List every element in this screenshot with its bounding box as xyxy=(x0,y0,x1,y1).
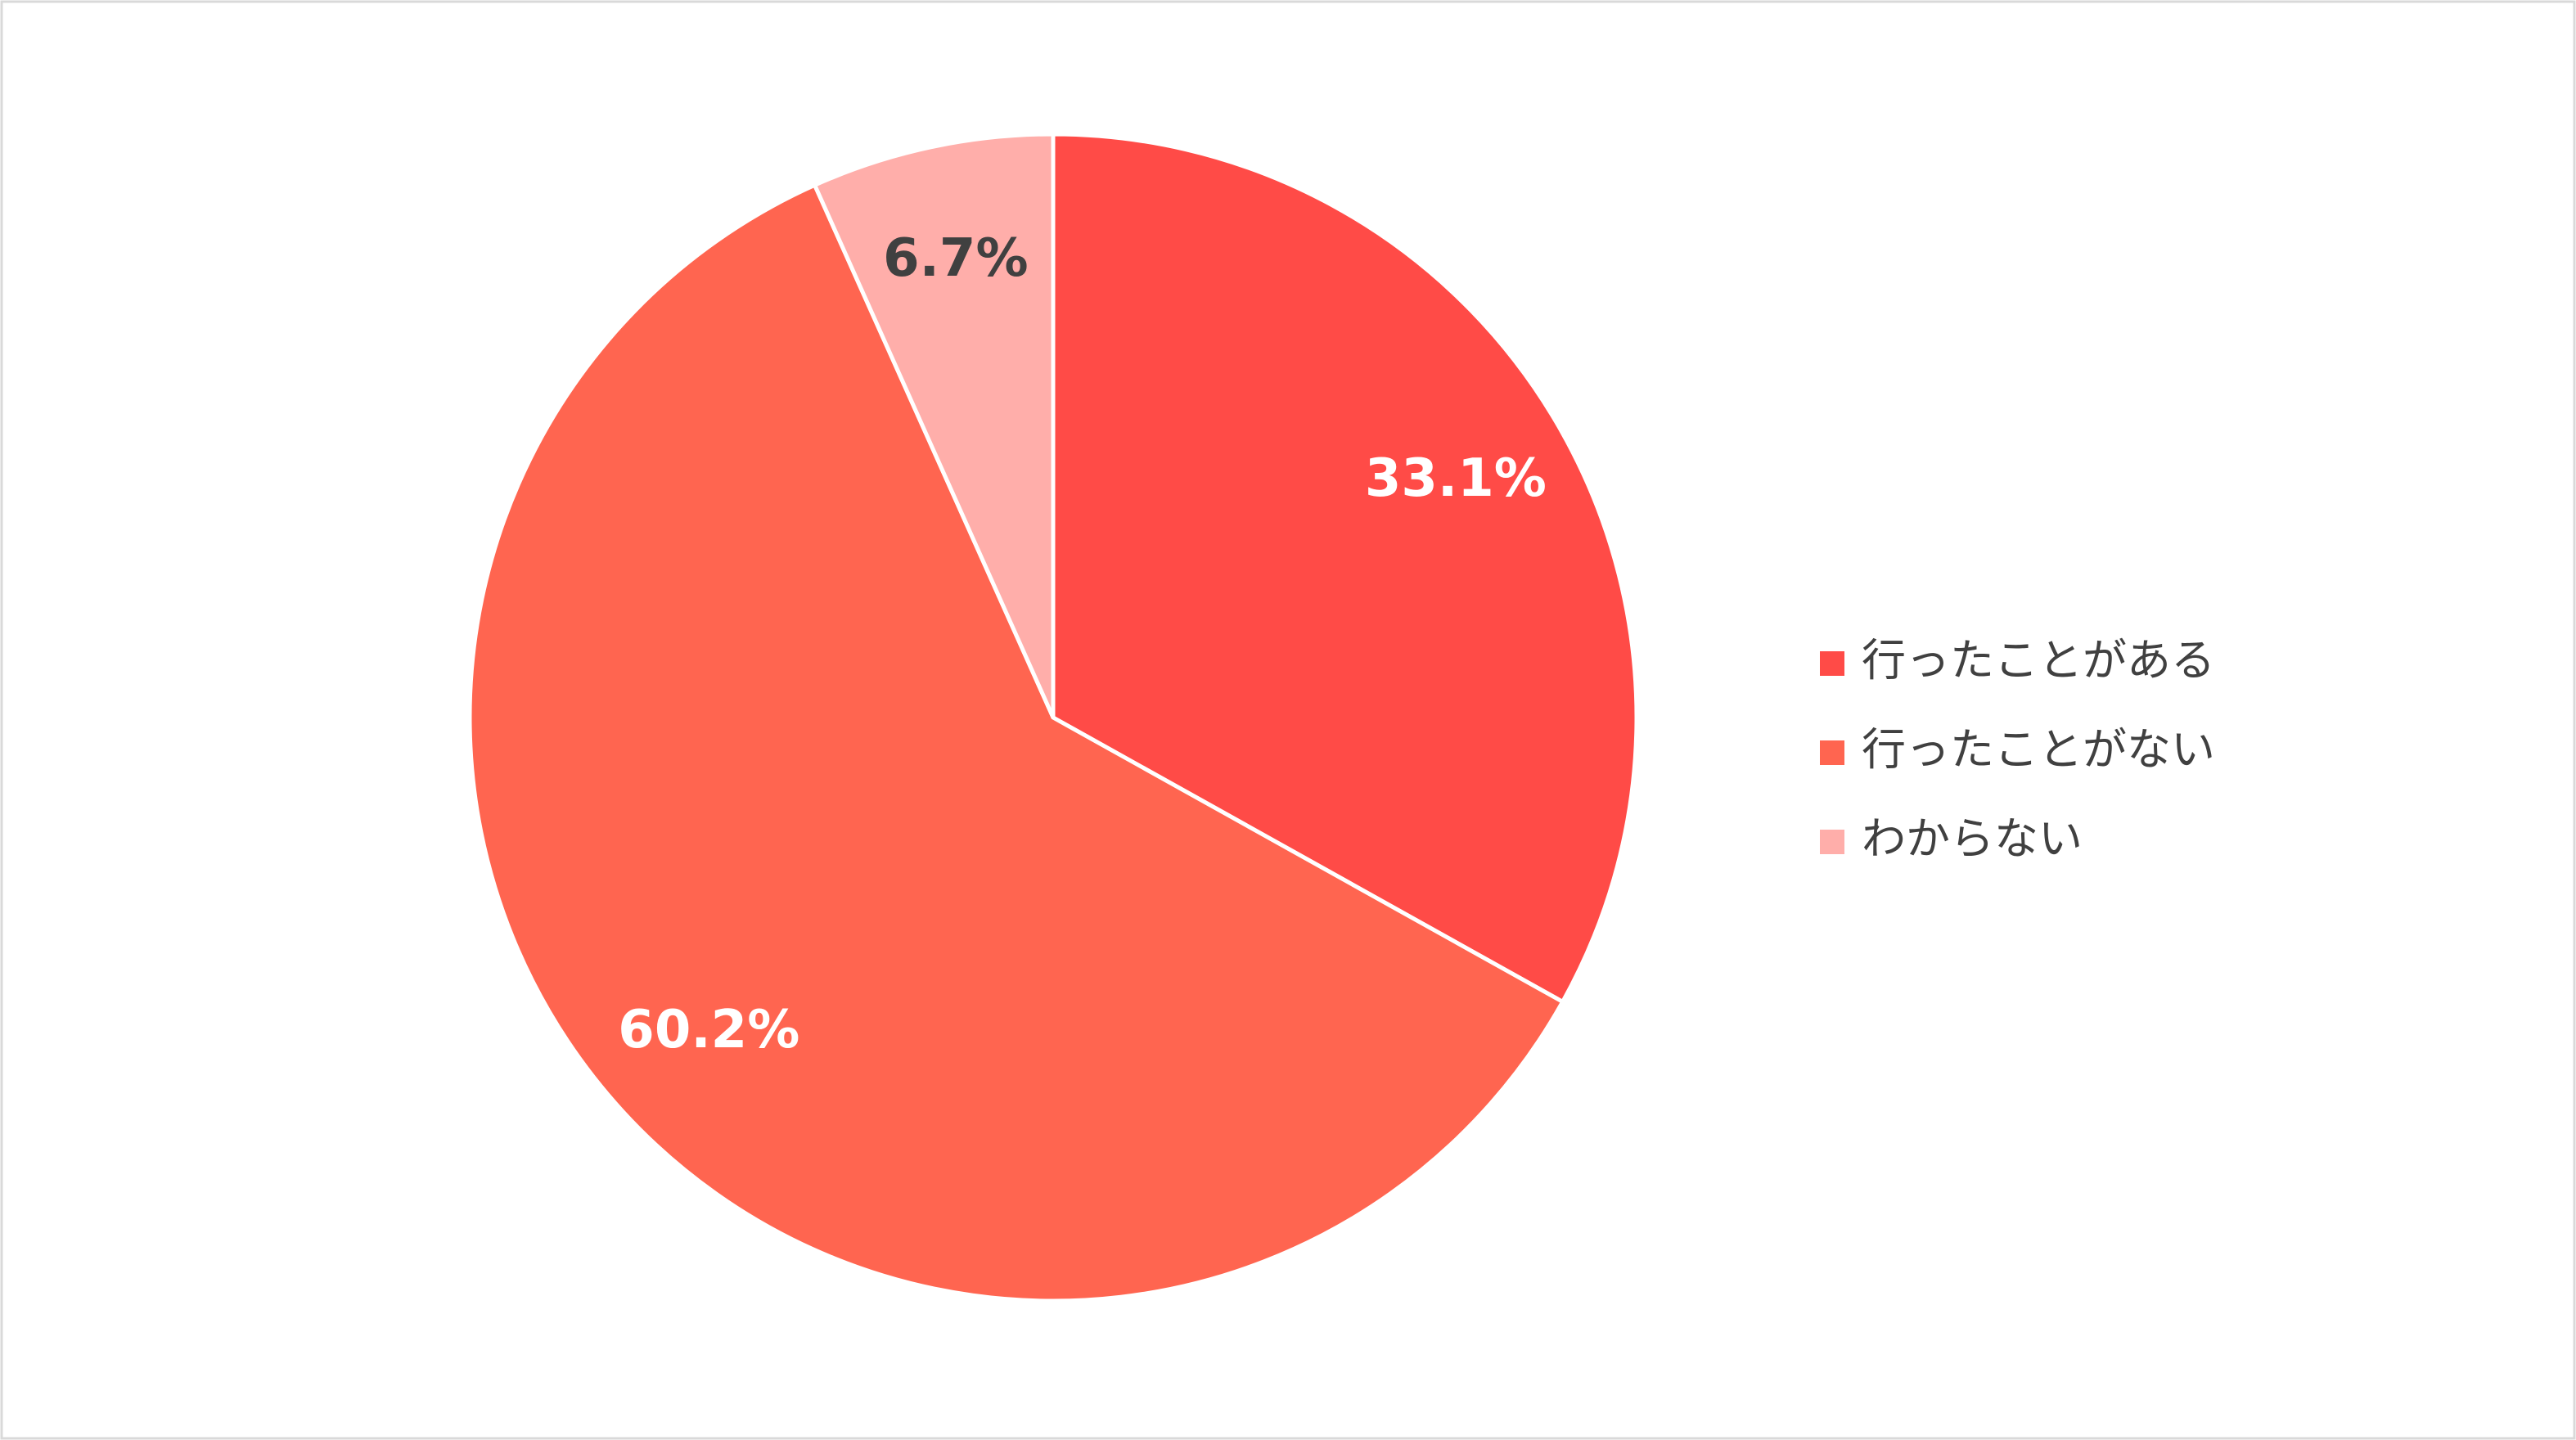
legend-swatch xyxy=(1820,651,1844,676)
pie-slice xyxy=(467,182,1566,1303)
pie-slice xyxy=(812,132,1056,719)
legend-swatch xyxy=(1820,740,1844,765)
legend-label: わからない xyxy=(1862,813,2083,865)
legend-label: 行ったことがある xyxy=(1862,635,2215,686)
data-label: 33.1% xyxy=(1365,448,1547,509)
data-label: 60.2% xyxy=(618,1000,799,1060)
legend-swatch xyxy=(1820,830,1844,854)
legend-label: 行ったことがない xyxy=(1862,724,2215,776)
pie-slice xyxy=(1051,132,1639,1005)
data-label: 6.7% xyxy=(883,228,1029,289)
